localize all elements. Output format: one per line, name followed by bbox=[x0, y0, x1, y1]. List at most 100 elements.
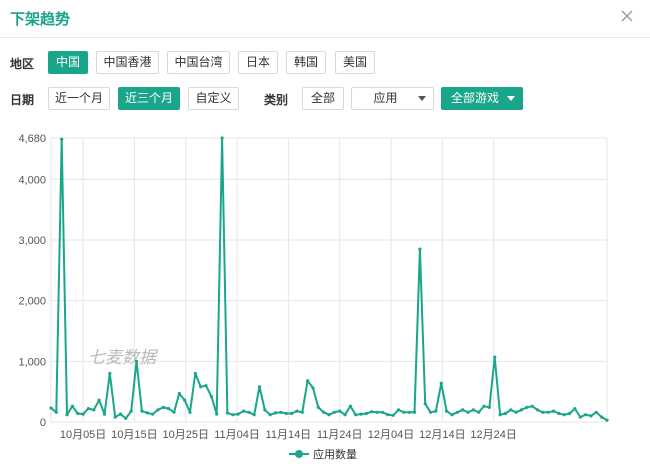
data-point bbox=[466, 410, 470, 414]
data-point bbox=[151, 412, 155, 416]
data-point bbox=[188, 410, 192, 414]
data-point bbox=[311, 386, 315, 390]
data-point bbox=[487, 405, 491, 409]
data-point bbox=[54, 410, 58, 414]
data-point bbox=[140, 409, 144, 413]
data-point bbox=[391, 413, 395, 417]
data-point bbox=[380, 410, 385, 414]
x-tick-label: 11月04日 bbox=[214, 429, 260, 441]
data-point bbox=[493, 355, 497, 359]
dialog-header: 下架趋势 bbox=[0, 0, 650, 38]
data-point bbox=[503, 411, 507, 416]
date-button-last-month[interactable]: 近一个月 bbox=[48, 87, 110, 110]
data-point bbox=[167, 407, 171, 411]
data-point bbox=[568, 411, 572, 416]
data-point bbox=[455, 410, 459, 414]
data-point bbox=[145, 411, 149, 415]
data-point bbox=[263, 408, 267, 412]
data-point bbox=[412, 410, 417, 414]
region-button-taiwan[interactable]: 中国台湾 bbox=[167, 51, 230, 74]
legend-marker-icon bbox=[295, 450, 303, 458]
data-point bbox=[525, 405, 529, 409]
data-point bbox=[439, 381, 443, 385]
data-point bbox=[434, 409, 438, 413]
data-point bbox=[70, 404, 74, 408]
y-tick-label: 4,000 bbox=[18, 174, 46, 186]
data-point bbox=[364, 411, 368, 416]
data-point bbox=[594, 410, 598, 414]
data-point bbox=[343, 413, 347, 417]
data-point bbox=[129, 409, 133, 413]
data-point bbox=[279, 410, 283, 414]
region-button-usa[interactable]: 美国 bbox=[335, 51, 375, 74]
data-point bbox=[332, 410, 336, 414]
data-point bbox=[177, 391, 181, 396]
close-icon[interactable] bbox=[618, 7, 636, 25]
date-label: 日期 bbox=[10, 93, 35, 107]
watermark-text: 七麦数据 bbox=[88, 348, 159, 368]
data-point bbox=[306, 379, 310, 383]
data-point bbox=[541, 410, 545, 414]
data-point bbox=[273, 411, 278, 415]
data-point bbox=[551, 409, 556, 413]
data-point bbox=[557, 411, 561, 416]
region-button-japan[interactable]: 日本 bbox=[238, 51, 278, 74]
data-point bbox=[92, 408, 96, 412]
chevron-down-icon bbox=[418, 96, 426, 101]
type-select[interactable]: 应用 bbox=[351, 87, 434, 110]
x-tick-label: 10月05日 bbox=[60, 429, 106, 441]
data-point bbox=[300, 410, 304, 414]
data-point bbox=[183, 398, 187, 402]
date-button-last-three-months[interactable]: 近三个月 bbox=[118, 87, 180, 110]
data-point bbox=[204, 384, 208, 388]
data-point bbox=[124, 416, 128, 420]
data-point bbox=[247, 410, 251, 414]
data-point bbox=[134, 359, 139, 363]
region-label: 地区 bbox=[10, 57, 35, 71]
data-point bbox=[268, 413, 272, 417]
game-select[interactable]: 全部游戏 bbox=[441, 87, 523, 110]
data-point bbox=[429, 410, 433, 414]
x-tick-label: 11月14日 bbox=[266, 429, 312, 441]
data-point bbox=[519, 408, 524, 412]
data-point bbox=[327, 413, 331, 417]
y-tick-label: 4,680 bbox=[18, 133, 46, 145]
data-point bbox=[584, 413, 588, 417]
region-button-hongkong[interactable]: 中国香港 bbox=[96, 51, 159, 74]
data-point bbox=[578, 415, 582, 419]
data-point bbox=[535, 408, 540, 412]
y-axis: 0 1,000 2,000 3,000 4,000 4,680 bbox=[18, 133, 46, 429]
data-point bbox=[402, 410, 406, 414]
dialog-title: 下架趋势 bbox=[10, 11, 71, 28]
x-tick-label: 11月24日 bbox=[317, 429, 363, 441]
data-point bbox=[113, 415, 117, 419]
type-select-value: 应用 bbox=[373, 91, 398, 105]
category-button-all[interactable]: 全部 bbox=[302, 87, 344, 110]
x-tick-label: 10月25日 bbox=[162, 429, 208, 441]
x-axis: 10月05日 10月15日 10月25日 11月04日 11月14日 11月24日 12月0… bbox=[60, 429, 517, 441]
data-point bbox=[225, 411, 229, 415]
data-point bbox=[461, 408, 465, 412]
data-point bbox=[236, 412, 240, 416]
chart-legend[interactable]: 应用数量 bbox=[289, 447, 357, 461]
data-point bbox=[108, 371, 112, 376]
data-point bbox=[375, 410, 379, 414]
data-point bbox=[161, 405, 165, 409]
chart-grid bbox=[50, 137, 608, 423]
data-point bbox=[316, 405, 320, 409]
data-point bbox=[215, 412, 219, 416]
y-tick-label: 1,000 bbox=[18, 356, 46, 368]
legend-label: 应用数量 bbox=[313, 447, 357, 461]
data-point bbox=[60, 137, 64, 141]
data-point bbox=[76, 411, 80, 416]
region-button-korea[interactable]: 韩国 bbox=[286, 51, 326, 74]
x-tick-label: 12月04日 bbox=[368, 429, 414, 441]
region-button-china[interactable]: 中国 bbox=[48, 51, 88, 74]
data-point bbox=[418, 247, 422, 251]
date-button-custom[interactable]: 自定义 bbox=[188, 87, 239, 110]
data-point bbox=[118, 412, 123, 416]
data-point bbox=[573, 407, 577, 411]
data-point bbox=[514, 410, 518, 414]
data-point bbox=[546, 410, 550, 414]
